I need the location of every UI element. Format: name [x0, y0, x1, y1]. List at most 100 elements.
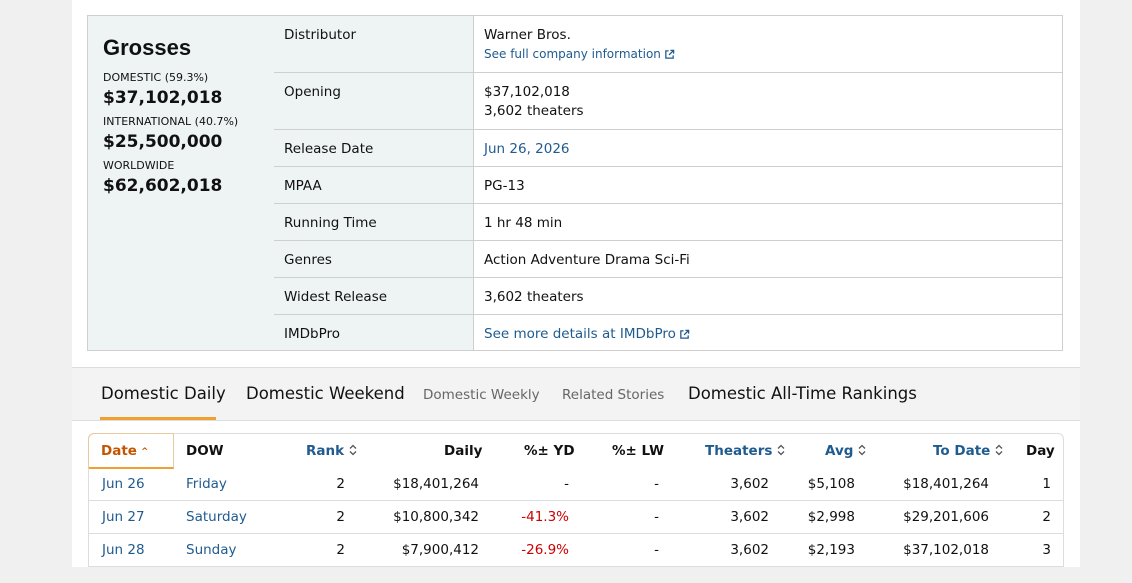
theaters-cell: 3,602 [730, 542, 769, 558]
daily-cell: $7,900,412 [401, 542, 479, 558]
international-label: INTERNATIONAL (40.7%) [103, 115, 239, 128]
pct-lw-cell: - [654, 542, 659, 558]
sort-icon [995, 444, 1003, 456]
sort-ascending-icon: ^ [140, 447, 149, 457]
info-row-genres: Genres Action Adventure Drama Sci-Fi [274, 241, 1062, 278]
release-date-link[interactable]: Jun 26, 2026 [484, 141, 570, 157]
pct-lw-cell: - [654, 509, 659, 525]
imdbpro-link-text[interactable]: See more details at IMDbPro [484, 326, 676, 342]
theaters-cell: 3,602 [730, 509, 769, 525]
table-row: Jun 28 Sunday 2 $7,900,412 -26.9% - 3,60… [88, 534, 1064, 567]
info-row-imdbpro: IMDbPro See more details at IMDbPro [274, 315, 1062, 350]
date-link[interactable]: Jun 28 [102, 542, 145, 558]
dow-link[interactable]: Saturday [186, 509, 247, 525]
avg-cell: $2,193 [807, 542, 855, 558]
rank-cell: 2 [336, 509, 345, 525]
header-theaters[interactable]: Theaters [705, 433, 785, 469]
runtime-value: 1 hr 48 min [484, 215, 563, 231]
domestic-label: DOMESTIC (59.3%) [103, 71, 209, 84]
summary-panel: Grosses DOMESTIC (59.3%) $37,102,018 INT… [87, 15, 1063, 351]
sort-icon [349, 444, 357, 456]
distributor-label: Distributor [274, 16, 474, 72]
tab-all-time-rankings[interactable]: Domestic All-Time Rankings [688, 384, 917, 403]
day-cell: 2 [1042, 509, 1051, 525]
mpaa-label: MPAA [274, 167, 474, 203]
opening-label: Opening [274, 73, 474, 129]
widest-label: Widest Release [274, 278, 474, 314]
tab-bar: Domestic Daily Domestic Weekend Domestic… [72, 367, 1080, 421]
worldwide-value: $62,602,018 [103, 176, 223, 196]
runtime-label: Running Time [274, 204, 474, 240]
external-link-icon [680, 329, 690, 339]
day-cell: 3 [1042, 542, 1051, 558]
header-date-label: Date [101, 443, 137, 459]
info-row-mpaa: MPAA PG-13 [274, 167, 1062, 204]
widest-value: 3,602 theaters [484, 289, 584, 305]
info-row-opening: Opening $37,102,018 3,602 theaters [274, 73, 1062, 130]
daily-cell: $10,800,342 [393, 509, 479, 525]
dow-link[interactable]: Sunday [186, 542, 237, 558]
opening-value: $37,102,018 [484, 84, 570, 100]
header-to-date[interactable]: To Date [933, 433, 1003, 469]
date-header-highlight [88, 433, 174, 469]
info-row-widest: Widest Release 3,602 theaters [274, 278, 1062, 315]
active-tab-indicator [100, 417, 216, 420]
to-date-cell: $29,201,606 [903, 509, 989, 525]
avg-cell: $5,108 [807, 476, 855, 492]
genres-value: Action Adventure Drama Sci-Fi [484, 252, 690, 268]
to-date-cell: $37,102,018 [903, 542, 989, 558]
date-link[interactable]: Jun 26 [102, 476, 145, 492]
rank-cell: 2 [336, 542, 345, 558]
imdbpro-link[interactable]: See more details at IMDbPro [484, 315, 690, 342]
release-label: Release Date [274, 130, 474, 166]
header-avg-label: Avg [825, 443, 854, 459]
avg-cell: $2,998 [807, 509, 855, 525]
header-rank[interactable]: Rank [306, 433, 357, 469]
tab-domestic-weekly[interactable]: Domestic Weekly [423, 387, 540, 403]
table-header [88, 433, 1064, 469]
info-row-runtime: Running Time 1 hr 48 min [274, 204, 1062, 241]
header-pct-lw: %± LW [612, 443, 664, 459]
info-row-distributor: Distributor Warner Bros. See full compan… [274, 16, 1062, 73]
tab-domestic-daily[interactable]: Domestic Daily [101, 384, 226, 403]
rank-cell: 2 [336, 476, 345, 492]
header-daily: Daily [444, 443, 483, 459]
mpaa-value: PG-13 [484, 178, 525, 194]
header-dow: DOW [186, 443, 224, 459]
pct-yd-cell: - [564, 476, 569, 492]
tab-domestic-weekend[interactable]: Domestic Weekend [246, 384, 405, 403]
distributor-value: Warner Bros. [484, 27, 571, 43]
dow-link[interactable]: Friday [186, 476, 227, 492]
domestic-value: $37,102,018 [103, 88, 223, 108]
to-date-cell: $18,401,264 [903, 476, 989, 492]
genres-label: Genres [274, 241, 474, 277]
pct-yd-cell: -26.9% [521, 542, 569, 558]
pct-lw-cell: - [654, 476, 659, 492]
info-row-release: Release Date Jun 26, 2026 [274, 130, 1062, 167]
external-link-icon [665, 49, 675, 59]
daily-cell: $18,401,264 [393, 476, 479, 492]
grosses-title: Grosses [103, 35, 192, 60]
opening-cell: $37,102,018 3,602 theaters [484, 73, 584, 119]
table-row: Jun 27 Saturday 2 $10,800,342 -41.3% - 3… [88, 501, 1064, 534]
sort-icon [777, 444, 785, 456]
header-date[interactable]: Date ^ [101, 433, 148, 469]
day-cell: 1 [1042, 476, 1051, 492]
pct-yd-cell: -41.3% [521, 509, 569, 525]
theaters-cell: 3,602 [730, 476, 769, 492]
page-content: Grosses DOMESTIC (59.3%) $37,102,018 INT… [72, 0, 1080, 567]
table-row: Jun 26 Friday 2 $18,401,264 - - 3,602 $5… [88, 468, 1064, 501]
tab-related-stories[interactable]: Related Stories [562, 387, 665, 403]
company-info-link-text[interactable]: See full company information [484, 47, 661, 61]
grosses-panel: Grosses DOMESTIC (59.3%) $37,102,018 INT… [88, 16, 275, 350]
header-pct-yd: %± YD [524, 443, 575, 459]
header-avg[interactable]: Avg [825, 433, 866, 469]
header-rank-label: Rank [306, 443, 345, 459]
header-theaters-label: Theaters [705, 443, 773, 459]
header-day: Day [1026, 443, 1055, 459]
company-info-link[interactable]: See full company information [484, 47, 675, 61]
sort-icon [858, 444, 866, 456]
date-link[interactable]: Jun 27 [102, 509, 145, 525]
header-to-date-label: To Date [933, 443, 991, 459]
imdbpro-label: IMDbPro [274, 315, 474, 350]
